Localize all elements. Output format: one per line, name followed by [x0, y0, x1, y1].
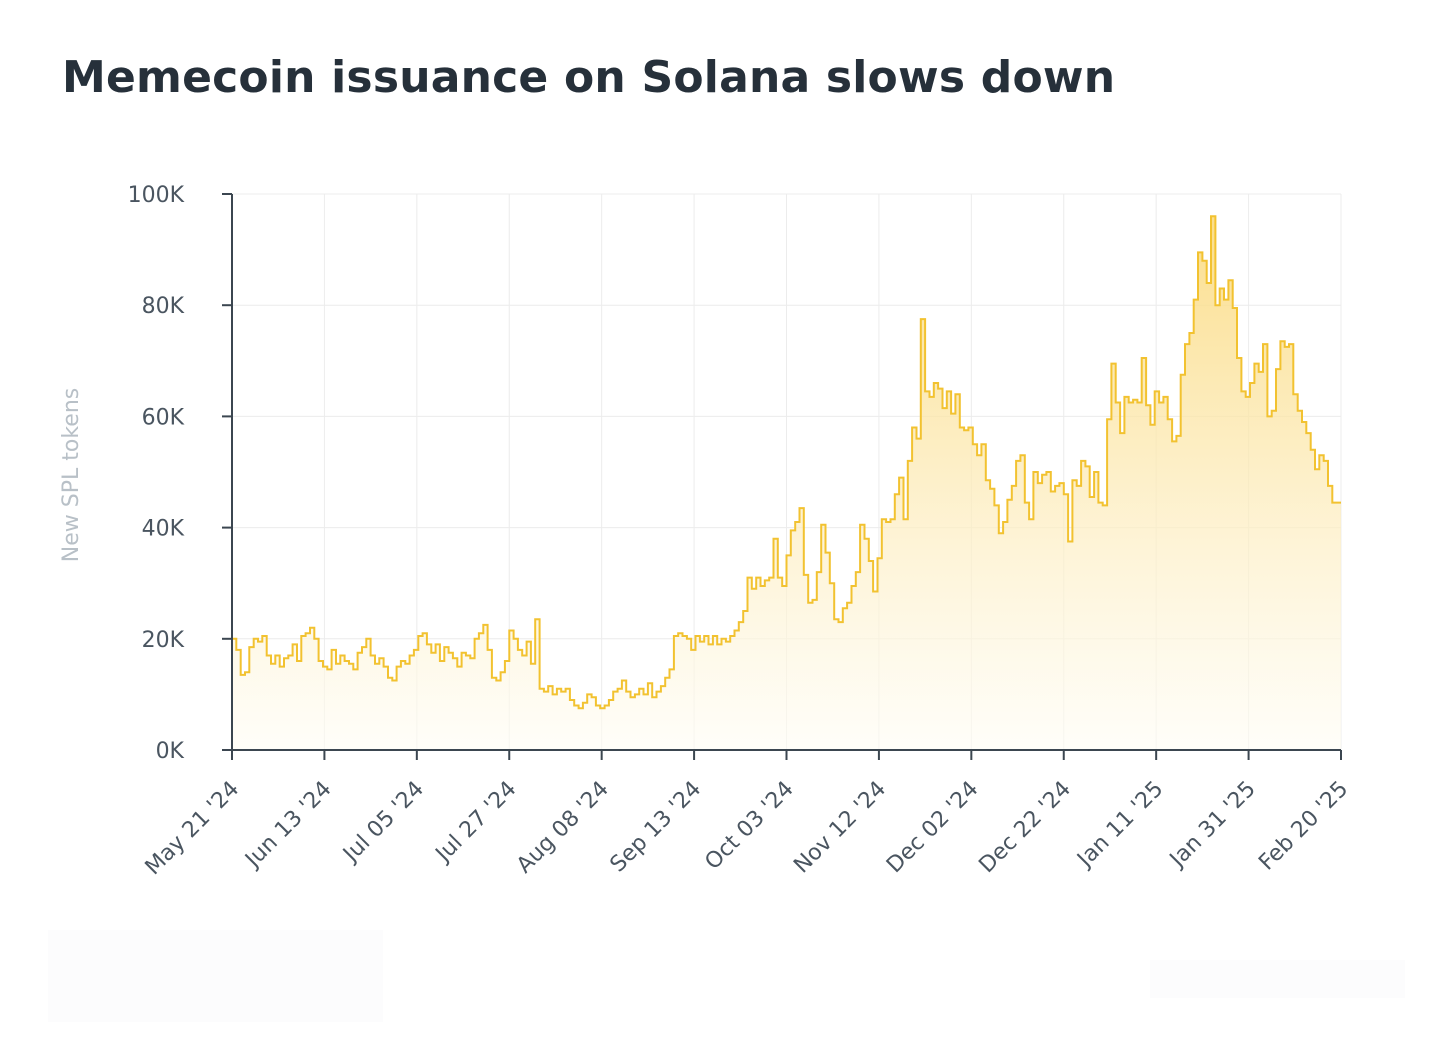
chart-axes	[222, 193, 1342, 760]
x-tick-label: Jul 27 '24	[430, 777, 522, 869]
x-tick-label: Dec 22 '24	[974, 777, 1076, 879]
y-tick-label: 40K	[142, 517, 185, 542]
faint-panel-right	[1150, 960, 1405, 998]
chart-title: Memecoin issuance on Solana slows down	[62, 52, 1116, 103]
faint-panel-left	[48, 930, 383, 1022]
x-tick-label: Aug 08 '24	[512, 777, 614, 879]
x-tick-label: Dec 02 '24	[882, 777, 984, 879]
x-tick-label: Oct 03 '24	[700, 777, 798, 875]
x-tick-label: Jan 11 '25	[1072, 777, 1169, 874]
y-tick-label: 0K	[156, 739, 185, 764]
x-tick-label: Jul 05 '24	[337, 777, 429, 869]
y-tick-label: 80K	[142, 294, 185, 319]
series-area-fill	[232, 216, 1341, 750]
series-line	[232, 215, 1341, 710]
x-tick-label: Jun 13 '24	[239, 777, 336, 874]
series-area	[232, 215, 1341, 750]
x-tick-label: Jan 31 '25	[1164, 777, 1261, 874]
x-tick-label: Nov 12 '24	[789, 777, 891, 879]
y-tick-label: 20K	[142, 628, 185, 653]
x-tick-label: Feb 20 '25	[1254, 777, 1353, 876]
y-axis-title: New SPL tokens	[59, 388, 84, 562]
x-tick-label: Sep 13 '24	[606, 777, 707, 878]
x-tick-label: May 21 '24	[141, 777, 245, 881]
y-tick-labels: 0K 20K 40K 60K 80K 100K	[128, 183, 185, 764]
y-tick-label: 60K	[142, 405, 185, 430]
y-tick-label: 100K	[128, 183, 185, 208]
